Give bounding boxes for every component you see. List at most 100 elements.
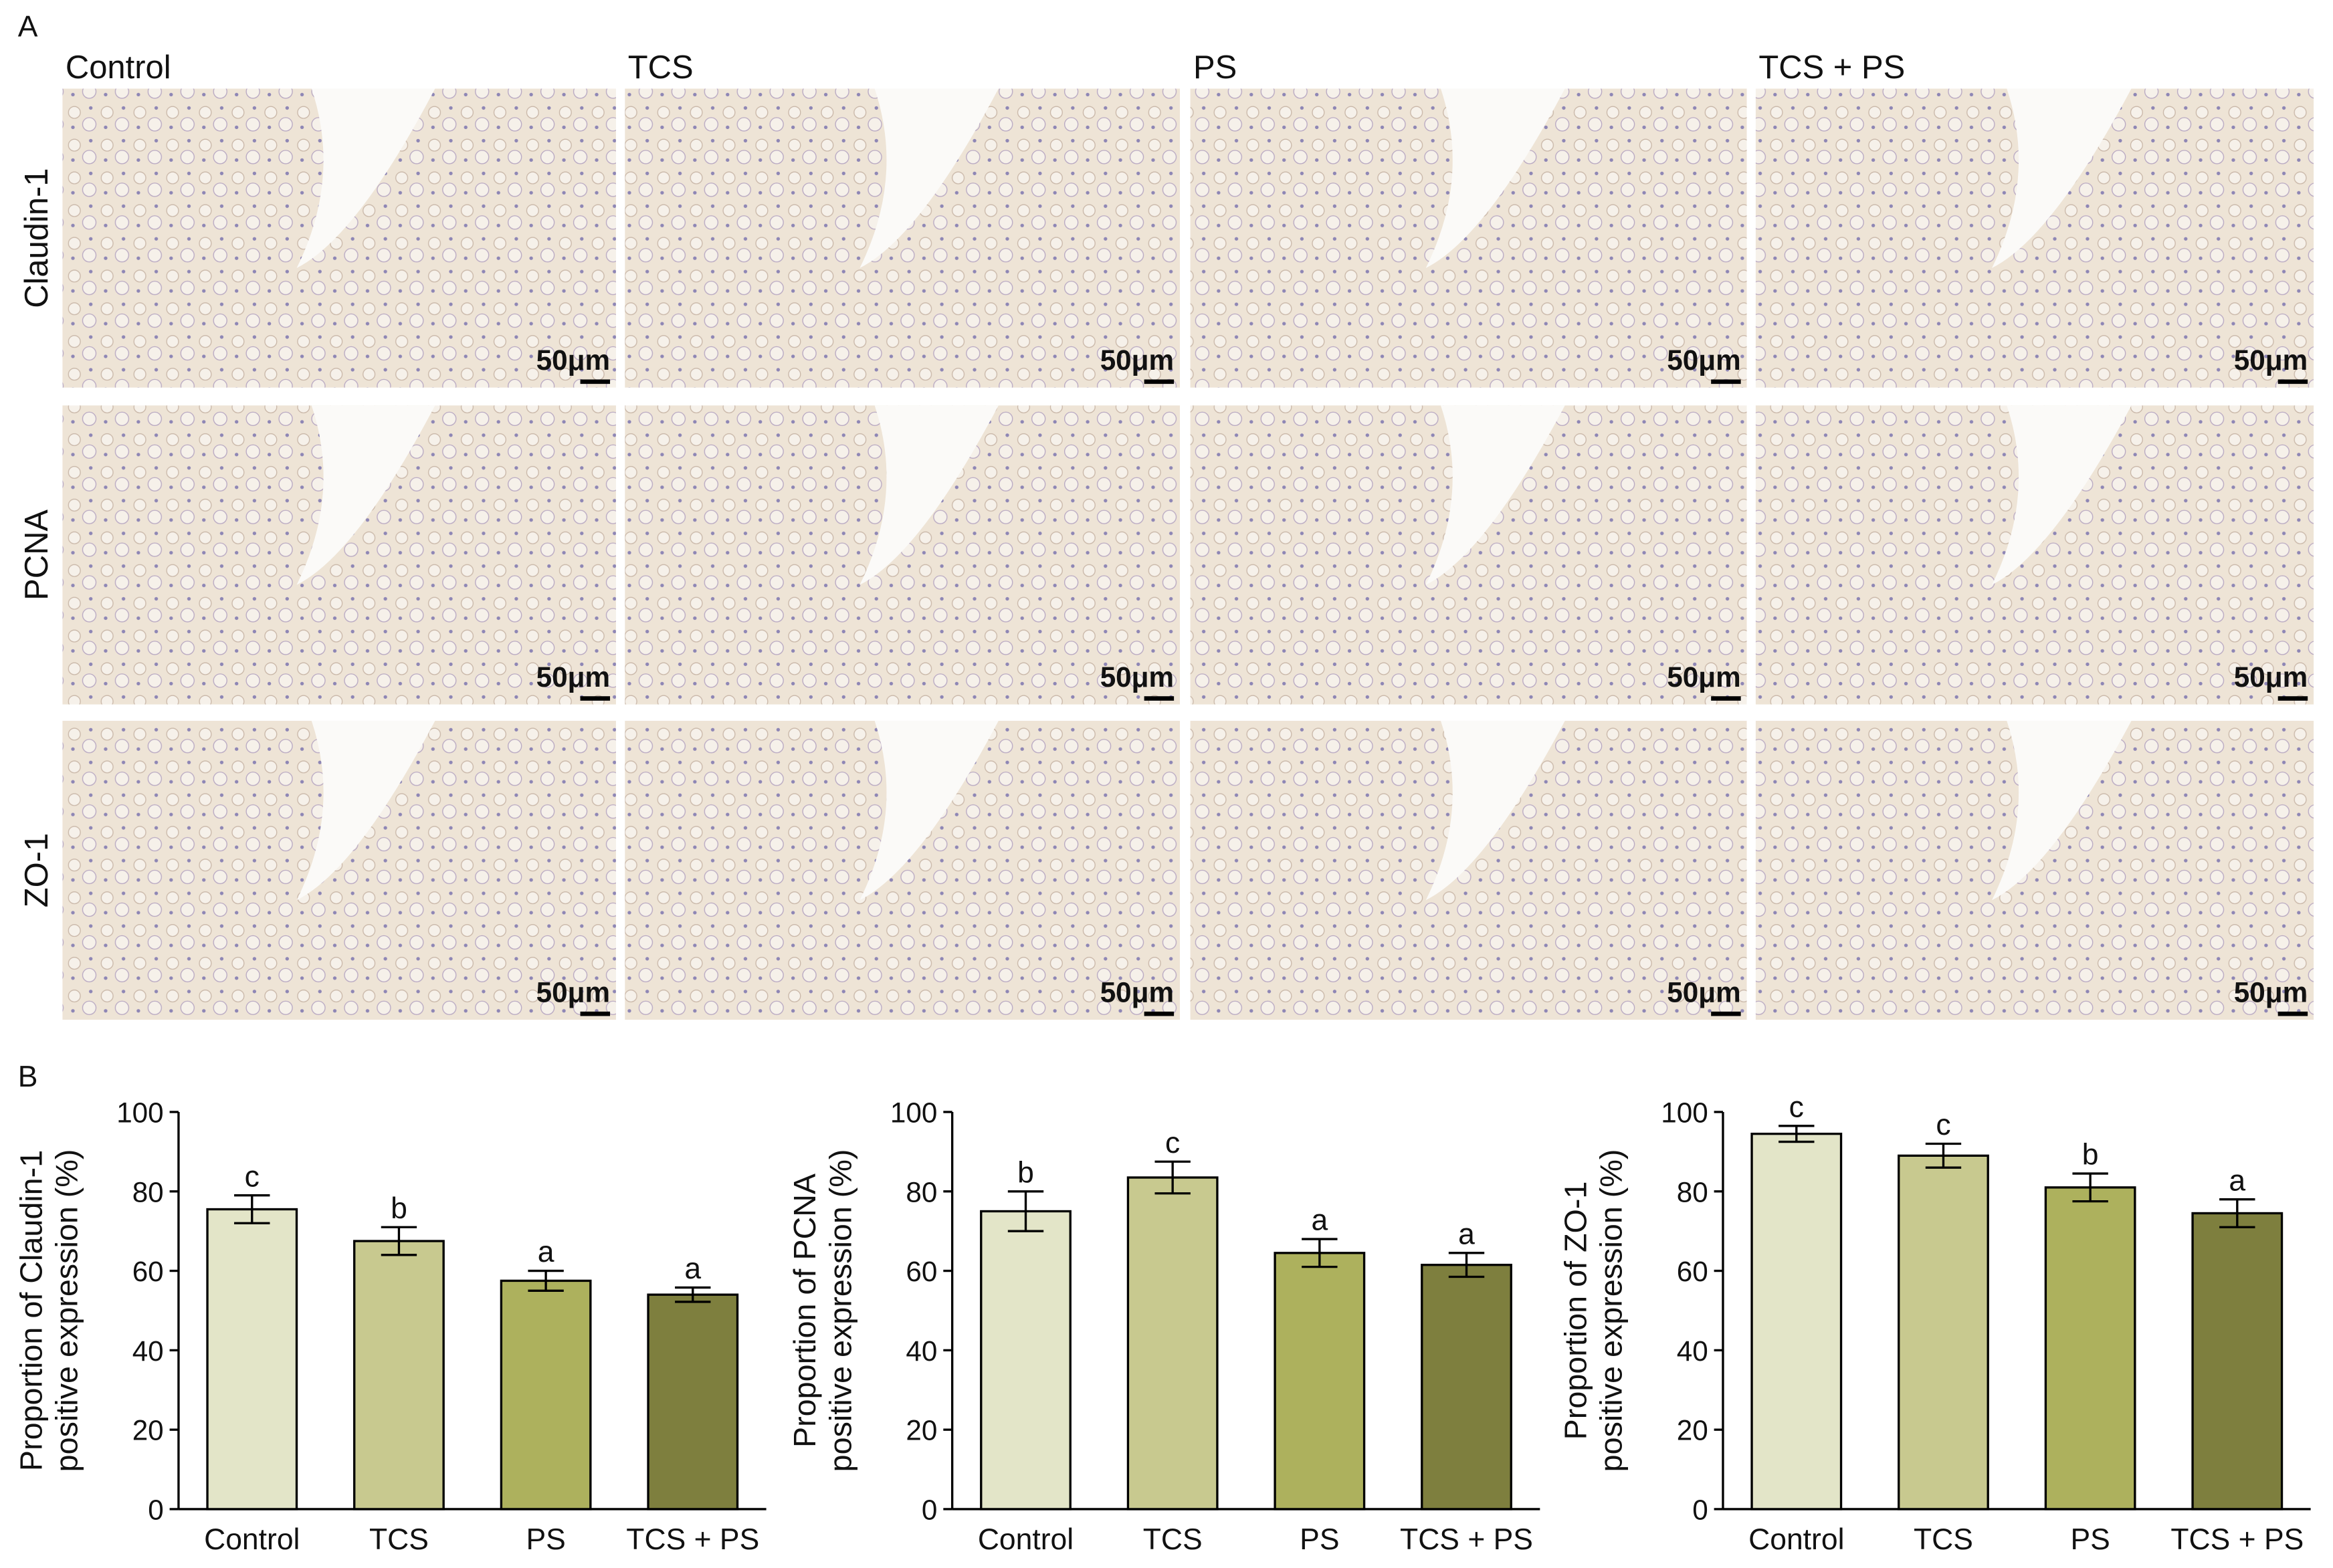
x-tick-label: PS xyxy=(2070,1523,2110,1556)
bar xyxy=(1421,1263,1512,1510)
y-tick-label: 20 xyxy=(132,1415,164,1446)
significance-letter: c xyxy=(245,1160,260,1193)
bar xyxy=(353,1240,445,1510)
y-tick-label: 0 xyxy=(1692,1494,1708,1526)
error-bar xyxy=(1925,1142,1962,1169)
bar xyxy=(1274,1252,1366,1510)
scale-bar-label: 50μm xyxy=(1100,976,1174,1008)
y-axis-label: positive expression (%) xyxy=(1594,1149,1629,1472)
lumen xyxy=(296,405,435,585)
y-tick-label: 60 xyxy=(1677,1256,1708,1287)
y-axis-label: positive expression (%) xyxy=(823,1149,857,1472)
column-label: TCS xyxy=(628,49,694,86)
x-tick-label: Control xyxy=(978,1523,1074,1556)
x-tick-label: PS xyxy=(526,1523,565,1556)
bar xyxy=(1750,1132,1843,1510)
row-label: Claudin-1 xyxy=(19,168,55,308)
error-bar xyxy=(1154,1160,1191,1195)
y-tick-label: 100 xyxy=(1661,1097,1708,1129)
lumen xyxy=(1425,88,1565,268)
significance-letter: c xyxy=(1936,1109,1950,1141)
panel-label: A xyxy=(18,11,38,43)
bar xyxy=(980,1210,1072,1510)
x-tick-label: PS xyxy=(1300,1523,1339,1556)
x-tick-label: TCS xyxy=(369,1523,429,1556)
y-tick-label: 40 xyxy=(906,1335,937,1367)
error-bar xyxy=(1779,1125,1815,1143)
y-tick-label: 20 xyxy=(1677,1415,1708,1446)
y-tick-label: 60 xyxy=(132,1256,164,1287)
significance-letter: a xyxy=(2229,1164,2245,1197)
scale-bar-label: 50μm xyxy=(1100,344,1174,376)
lumen xyxy=(859,88,999,268)
bar-chart: 0 20 40 60 80 100 Proportion of PCNA positive e… xyxy=(787,1097,1540,1556)
lumen xyxy=(1425,405,1565,585)
significance-letter: b xyxy=(391,1192,407,1225)
error-bar xyxy=(1448,1252,1485,1278)
x-tick-label: Control xyxy=(1748,1523,1844,1556)
row-label: ZO-1 xyxy=(19,833,55,907)
column-label: PS xyxy=(1193,49,1237,86)
significance-letter: c xyxy=(1789,1091,1804,1123)
bar xyxy=(2044,1186,2136,1510)
error-bar xyxy=(381,1226,417,1256)
lumen xyxy=(296,720,435,901)
significance-letter: a xyxy=(1311,1204,1328,1237)
row-label: PCNA xyxy=(19,510,55,600)
y-tick-label: 40 xyxy=(132,1335,164,1367)
scale-bar-label: 50μm xyxy=(1667,661,1740,693)
bar xyxy=(647,1293,739,1510)
scale-bar-label: 50μm xyxy=(2234,344,2308,376)
panel-label: B xyxy=(18,1060,38,1093)
significance-letter: b xyxy=(1017,1156,1034,1189)
y-tick-label: 40 xyxy=(1677,1335,1708,1367)
y-axis-label: Proportion of Claudin-1 xyxy=(13,1150,48,1471)
significance-letter: c xyxy=(1165,1127,1180,1159)
y-axis-label: Proportion of PCNA xyxy=(787,1173,822,1448)
scale-bar-label: 50μm xyxy=(2234,661,2308,693)
x-tick-label: TCS + PS xyxy=(2170,1523,2304,1556)
bar xyxy=(2191,1212,2284,1510)
micrograph-grid: Control TCS PS TCS + PS Claudin-1 50μm 50μm 50μ… xyxy=(19,49,2314,1020)
error-bar xyxy=(2219,1198,2255,1228)
significance-letter: a xyxy=(684,1252,701,1285)
scale-bar-label: 50μm xyxy=(536,976,610,1008)
lumen xyxy=(1992,720,2132,901)
y-tick-label: 80 xyxy=(906,1176,937,1208)
bar-chart: 0 20 40 60 80 100 Proportion of ZO-1 positive e… xyxy=(1558,1091,2311,1556)
column-label: Control xyxy=(66,49,171,86)
error-bar xyxy=(675,1286,711,1303)
y-tick-label: 80 xyxy=(132,1176,164,1208)
error-bar xyxy=(234,1194,270,1224)
error-bar xyxy=(2072,1172,2108,1203)
y-tick-label: 0 xyxy=(922,1494,938,1526)
bar xyxy=(500,1279,592,1510)
significance-letter: a xyxy=(1458,1218,1475,1251)
lumen xyxy=(859,405,999,585)
scale-bar-label: 50μm xyxy=(536,344,610,376)
x-tick-label: Control xyxy=(204,1523,300,1556)
y-axis-label: positive expression (%) xyxy=(49,1149,84,1472)
x-tick-label: TCS + PS xyxy=(1400,1523,1533,1556)
scale-bar-label: 50μm xyxy=(1100,661,1174,693)
y-axis-label: Proportion of ZO-1 xyxy=(1558,1182,1593,1440)
significance-letter: a xyxy=(538,1236,554,1268)
bar xyxy=(1898,1154,1989,1510)
lumen xyxy=(1992,88,2132,268)
error-bar xyxy=(1302,1238,1338,1268)
column-label: TCS + PS xyxy=(1758,49,1905,86)
y-tick-label: 0 xyxy=(148,1494,164,1526)
scale-bar-label: 50μm xyxy=(536,661,610,693)
y-tick-label: 100 xyxy=(116,1097,164,1129)
y-tick-label: 60 xyxy=(906,1256,937,1287)
y-tick-label: 100 xyxy=(890,1097,938,1129)
scale-bar-label: 50μm xyxy=(1667,976,1740,1008)
lumen xyxy=(1992,405,2132,585)
lumen xyxy=(1425,720,1565,901)
scale-bar-label: 50μm xyxy=(1667,344,1740,376)
x-tick-label: TCS + PS xyxy=(626,1523,759,1556)
error-bar xyxy=(1007,1190,1044,1232)
bar xyxy=(206,1208,298,1510)
